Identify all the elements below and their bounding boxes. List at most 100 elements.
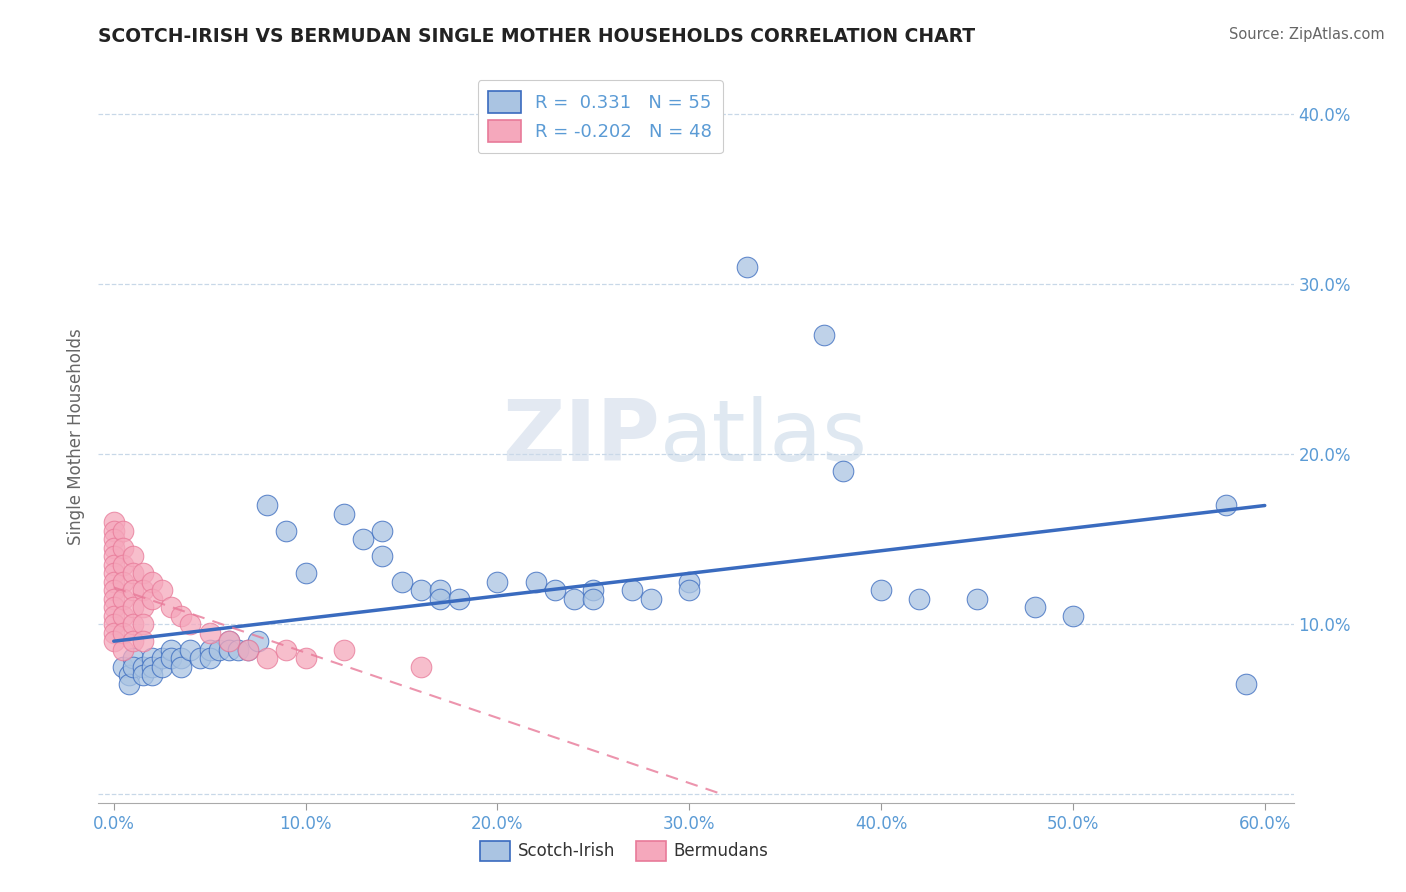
Point: [908, 591, 931, 606]
Point: [131, 668, 153, 682]
Point: [122, 634, 145, 648]
Point: [198, 625, 221, 640]
Point: [103, 583, 125, 598]
Point: [562, 591, 585, 606]
Point: [449, 591, 471, 606]
Point: [103, 574, 125, 589]
Point: [131, 583, 153, 598]
Point: [198, 642, 221, 657]
Point: [131, 566, 153, 581]
Point: [141, 668, 163, 682]
Point: [122, 549, 145, 563]
Point: [391, 574, 413, 589]
Point: [160, 600, 183, 615]
Text: atlas: atlas: [661, 395, 868, 479]
Point: [141, 574, 163, 589]
Point: [112, 659, 135, 673]
Point: [218, 642, 240, 657]
Point: [1234, 677, 1257, 691]
Point: [103, 600, 125, 615]
Point: [122, 617, 145, 632]
Point: [112, 541, 135, 555]
Point: [118, 677, 141, 691]
Point: [813, 328, 835, 343]
Point: [188, 651, 211, 665]
Point: [112, 558, 135, 572]
Point: [131, 600, 153, 615]
Point: [160, 651, 183, 665]
Point: [103, 608, 125, 623]
Point: [112, 574, 135, 589]
Point: [582, 591, 605, 606]
Point: [141, 659, 163, 673]
Point: [582, 583, 605, 598]
Text: SCOTCH-IRISH VS BERMUDAN SINGLE MOTHER HOUSEHOLDS CORRELATION CHART: SCOTCH-IRISH VS BERMUDAN SINGLE MOTHER H…: [98, 27, 976, 45]
Point: [150, 583, 173, 598]
Point: [103, 591, 125, 606]
Point: [1024, 600, 1046, 615]
Point: [640, 591, 662, 606]
Point: [103, 625, 125, 640]
Point: [141, 591, 163, 606]
Point: [1215, 498, 1237, 512]
Point: [870, 583, 893, 598]
Point: [294, 566, 316, 581]
Point: [276, 524, 298, 538]
Point: [103, 558, 125, 572]
Point: [170, 608, 193, 623]
Point: [170, 659, 193, 673]
Point: [371, 524, 394, 538]
Point: [429, 591, 451, 606]
Point: [208, 642, 231, 657]
Y-axis label: Single Mother Households: Single Mother Households: [66, 329, 84, 545]
Point: [103, 532, 125, 546]
Point: [150, 659, 173, 673]
Point: [103, 634, 125, 648]
Point: [141, 651, 163, 665]
Point: [131, 617, 153, 632]
Point: [103, 566, 125, 581]
Point: [112, 608, 135, 623]
Point: [118, 668, 141, 682]
Point: [112, 625, 135, 640]
Point: [333, 642, 356, 657]
Point: [524, 574, 547, 589]
Point: [122, 659, 145, 673]
Point: [112, 524, 135, 538]
Point: [150, 651, 173, 665]
Text: ZIP: ZIP: [502, 395, 661, 479]
Point: [179, 642, 201, 657]
Legend: Scotch-Irish, Bermudans: Scotch-Irish, Bermudans: [474, 834, 775, 868]
Point: [246, 634, 269, 648]
Point: [620, 583, 643, 598]
Point: [256, 651, 278, 665]
Point: [1062, 608, 1084, 623]
Point: [103, 515, 125, 529]
Point: [103, 617, 125, 632]
Point: [371, 549, 394, 563]
Point: [122, 566, 145, 581]
Point: [966, 591, 988, 606]
Point: [294, 651, 316, 665]
Point: [276, 642, 298, 657]
Point: [179, 617, 201, 632]
Point: [103, 549, 125, 563]
Point: [831, 464, 853, 478]
Point: [131, 634, 153, 648]
Point: [228, 642, 250, 657]
Point: [735, 260, 758, 274]
Point: [122, 600, 145, 615]
Point: [333, 507, 356, 521]
Point: [429, 583, 451, 598]
Point: [160, 642, 183, 657]
Point: [170, 651, 193, 665]
Point: [112, 591, 135, 606]
Point: [112, 642, 135, 657]
Point: [409, 583, 432, 598]
Point: [103, 541, 125, 555]
Point: [256, 498, 278, 512]
Point: [198, 651, 221, 665]
Point: [218, 634, 240, 648]
Point: [678, 574, 700, 589]
Point: [678, 583, 700, 598]
